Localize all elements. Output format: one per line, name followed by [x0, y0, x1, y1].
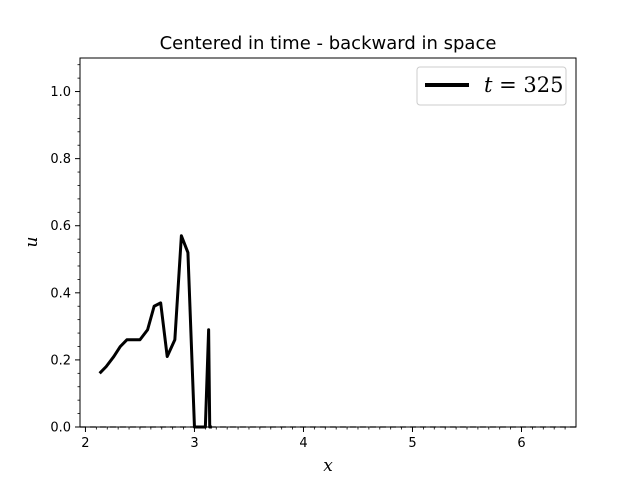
x-tick-label-3: 5: [408, 436, 416, 451]
y-tick-label-4: 0.8: [50, 152, 71, 167]
legend-label-eq: =: [492, 73, 523, 97]
legend: t = 325: [416, 66, 567, 106]
x-tick-label-2: 4: [299, 436, 307, 451]
y-tick-label-0: 0.0: [50, 421, 71, 436]
y-tick-label-3: 0.6: [50, 219, 71, 234]
y-tick-label-1: 0.2: [50, 353, 71, 368]
x-tick-label-1: 3: [190, 436, 198, 451]
legend-box: [416, 66, 567, 106]
x-tick-label-0: 2: [81, 436, 89, 451]
x-axis-label: x: [323, 456, 333, 476]
x-tick-label-4: 6: [517, 436, 525, 451]
legend-label-var: t: [484, 73, 493, 97]
y-tick-label-5: 1.0: [50, 85, 71, 100]
plot-area: 2 3 4 5 6 0.0 0.2 0.4 0.6 0.8 1.0: [50, 57, 577, 451]
y-tick-label-2: 0.4: [50, 286, 71, 301]
series-line-0: [98, 234, 212, 429]
chart-title: Centered in time - backward in space: [160, 33, 497, 54]
legend-label: t = 325: [484, 73, 564, 97]
series-layer: [80, 234, 576, 429]
y-axis-label: u: [22, 237, 42, 248]
legend-label-val: 325: [523, 73, 563, 97]
plot-frame: [79, 57, 577, 428]
ticks-layer: 2 3 4 5 6 0.0 0.2 0.4 0.6 0.8 1.0: [50, 64, 566, 451]
